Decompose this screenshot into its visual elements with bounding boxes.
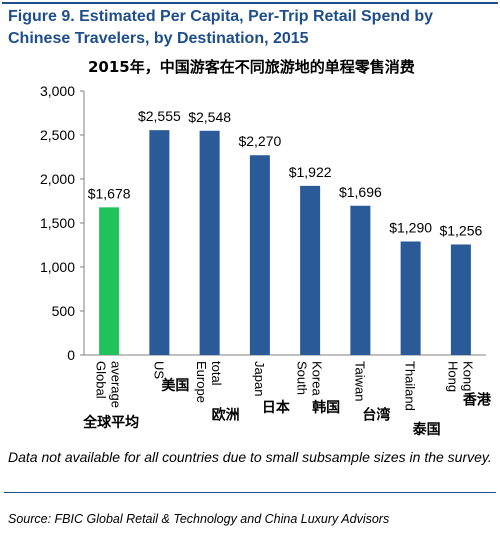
data-label: $1,696 xyxy=(339,184,382,200)
x-tick-label: Thailand xyxy=(403,361,418,411)
y-tick-label: 2,000 xyxy=(40,171,75,187)
x-tick-label-chinese: 韩国 xyxy=(312,399,340,416)
bar xyxy=(99,207,120,355)
chart-title: Figure 9. Estimated Per Capita, Per-Trip… xyxy=(8,8,433,47)
data-label: $1,922 xyxy=(289,164,332,180)
bar xyxy=(400,241,421,355)
x-tick-label-chinese: 香港 xyxy=(462,392,492,409)
x-tick-label-chinese: 欧洲 xyxy=(212,406,240,423)
x-tick-label: US xyxy=(151,361,166,379)
top-rule xyxy=(2,2,498,4)
chart-subtitle-chinese: 2015年，中国游客在不同旅游地的单程零售消费 xyxy=(88,58,415,76)
y-tick-label: 0 xyxy=(67,347,75,363)
data-label: $1,256 xyxy=(439,222,482,238)
x-tick-label: Globalaverage xyxy=(94,361,124,408)
bar xyxy=(199,130,220,355)
bar xyxy=(300,185,321,355)
y-tick-label: 3,000 xyxy=(40,83,75,99)
y-tick-label: 1,000 xyxy=(40,259,75,275)
footnote: Data not available for all countries due… xyxy=(8,449,492,465)
bar xyxy=(350,205,371,355)
x-tick-label: Taiwan xyxy=(352,361,367,401)
data-label: $2,555 xyxy=(138,108,181,124)
divider xyxy=(4,492,496,493)
data-label: $2,548 xyxy=(188,109,231,125)
y-tick-label: 1,500 xyxy=(40,215,75,231)
x-tick-label: Japan xyxy=(252,361,267,396)
data-label: $1,678 xyxy=(88,185,131,201)
x-tick-label: HongKong xyxy=(445,361,475,392)
x-tick-label-chinese: 台湾 xyxy=(362,406,390,423)
data-label: $1,290 xyxy=(389,219,432,235)
y-tick-label: 2,500 xyxy=(40,127,75,143)
bar-chart: 0 500 1,000 1,500 2,000 2,500 3,000 $1,678 Globa… xyxy=(40,83,492,438)
x-tick-label-chinese: 全球平均 xyxy=(82,414,139,431)
x-tick-label: SouthKorea xyxy=(295,361,325,396)
bar xyxy=(149,130,170,355)
y-tick-label: 500 xyxy=(52,303,76,319)
bar xyxy=(249,155,270,355)
bar xyxy=(450,244,471,355)
source-note: Source: FBIC Global Retail & Technology … xyxy=(8,512,390,526)
x-tick-label-chinese: 日本 xyxy=(262,399,291,416)
data-label: $2,270 xyxy=(238,133,281,149)
x-tick-label-chinese: 泰国 xyxy=(412,421,441,438)
x-tick-label-chinese: 美国 xyxy=(161,377,189,394)
x-tick-label: Europetotal xyxy=(194,361,224,403)
